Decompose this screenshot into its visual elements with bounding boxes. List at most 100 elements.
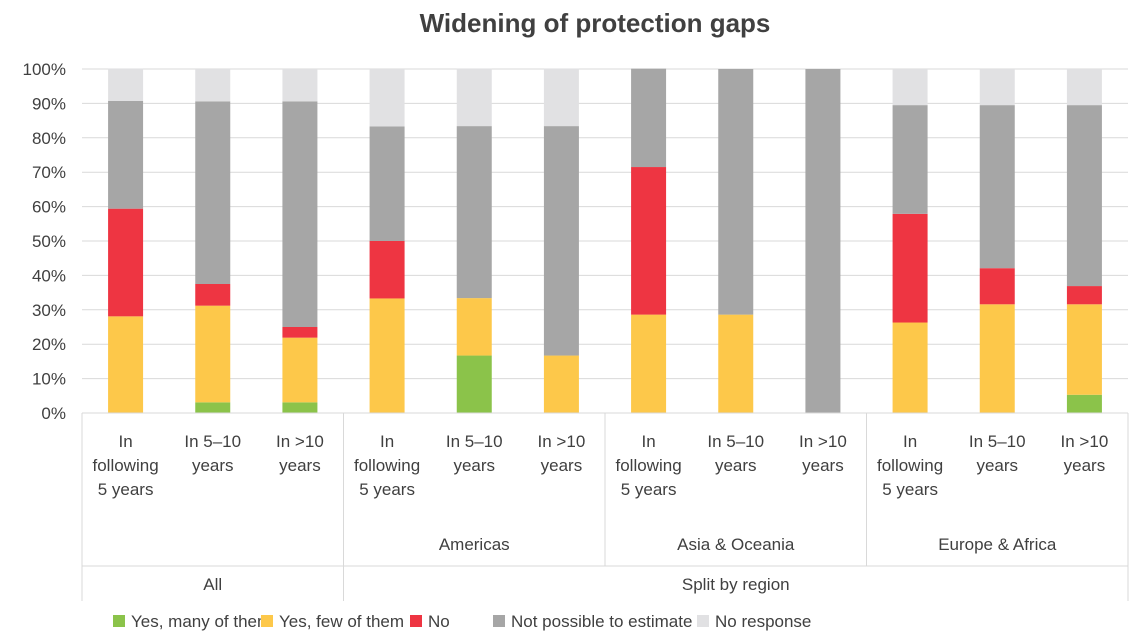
x-tick-label-line: following xyxy=(877,456,943,475)
x-tick-label: In 5–10 years xyxy=(446,432,503,475)
legend-swatch xyxy=(410,615,422,627)
x-tick-label: In 5–10 years xyxy=(969,432,1026,475)
x-tick-label-line: In 5–10 xyxy=(184,432,241,451)
x-tick-label-line: 5 years xyxy=(621,480,677,499)
y-tick-label: 40% xyxy=(32,266,66,285)
bar-segment xyxy=(195,402,231,413)
group-label: Europe & Africa xyxy=(938,535,1057,554)
x-tick-label-line: In 5–10 xyxy=(969,432,1026,451)
x-tick-label-line: years xyxy=(541,456,583,475)
bars xyxy=(108,68,1102,413)
bar-segment xyxy=(1066,69,1102,106)
super-group-label: Split by region xyxy=(682,575,790,594)
bar-segment xyxy=(108,68,144,101)
bar-segment xyxy=(892,213,928,323)
bar-segment xyxy=(718,69,754,315)
bar-segment xyxy=(805,69,841,413)
x-tick-label-line: 5 years xyxy=(359,480,415,499)
bar-segment xyxy=(456,355,492,413)
bar-segment xyxy=(543,126,579,356)
bar-segment xyxy=(892,105,928,214)
group-label: Americas xyxy=(439,535,510,554)
bar-segment xyxy=(1066,286,1102,305)
x-tick-label-line: years xyxy=(715,456,757,475)
y-tick-label: 100% xyxy=(23,60,66,79)
bar-segment xyxy=(456,68,492,127)
x-tick-label-line: years xyxy=(279,456,321,475)
x-tick-label-line: In >10 xyxy=(538,432,586,451)
x-tick-label-line: years xyxy=(192,456,234,475)
y-tick-label: 10% xyxy=(32,370,66,389)
x-tick-label: In 5–10 years xyxy=(184,432,241,475)
bar-segment xyxy=(282,101,318,327)
legend-label: No xyxy=(428,612,450,631)
x-tick-label-line: years xyxy=(976,456,1018,475)
bar-segment xyxy=(108,100,144,209)
y-tick-label: 60% xyxy=(32,198,66,217)
y-tick-label: 50% xyxy=(32,232,66,251)
y-tick-label: 0% xyxy=(41,404,66,423)
bar-segment xyxy=(892,322,928,413)
bar-segment xyxy=(456,298,492,356)
bar-segment xyxy=(369,69,405,127)
x-tick-label-line: In >10 xyxy=(276,432,324,451)
x-tick-label-line: In xyxy=(118,432,132,451)
bar-segment xyxy=(282,327,318,338)
x-tick-label-line: In xyxy=(903,432,917,451)
legend-label: Yes, few of them xyxy=(279,612,404,631)
y-tick-label: 20% xyxy=(32,335,66,354)
legend-swatch xyxy=(113,615,125,627)
x-axis: In following 5 years In 5–10 years In >10 year… xyxy=(81,412,1129,601)
x-tick-label: In >10 years xyxy=(799,432,847,475)
x-tick-label-line: years xyxy=(1064,456,1106,475)
gridlines xyxy=(82,68,1128,414)
legend-label: Yes, many of them xyxy=(131,612,271,631)
x-tick-label: In >10 years xyxy=(1061,432,1109,475)
bar-segment xyxy=(631,68,667,168)
x-tick-label-line: years xyxy=(802,456,844,475)
x-tick-label-line: 5 years xyxy=(882,480,938,499)
group-label: Asia & Oceania xyxy=(677,535,795,554)
y-tick-label: 30% xyxy=(32,301,66,320)
chart-title: Widening of protection gaps xyxy=(420,8,771,38)
bar-segment xyxy=(282,402,318,413)
bar-segment xyxy=(543,68,579,127)
bar-segment xyxy=(456,126,492,299)
x-tick-label-line: In >10 xyxy=(1061,432,1109,451)
x-tick-label-line: In xyxy=(380,432,394,451)
legend-swatch xyxy=(493,615,505,627)
bar-segment xyxy=(282,337,318,403)
bar-segment xyxy=(979,268,1015,305)
bar-segment xyxy=(195,305,231,403)
bar-segment xyxy=(631,314,667,413)
bar-segment xyxy=(1066,105,1102,287)
x-tick-label-line: following xyxy=(616,456,682,475)
bar-segment xyxy=(369,241,405,299)
legend-label: No response xyxy=(715,612,811,631)
bar-segment xyxy=(108,208,144,317)
legend-label: Not possible to estimate xyxy=(511,612,692,631)
bar-segment xyxy=(195,69,231,102)
bar-segment xyxy=(543,355,579,413)
x-tick-label: In following 5 years xyxy=(877,432,943,499)
x-tick-label-line: In xyxy=(641,432,655,451)
bar-segment xyxy=(979,304,1015,413)
x-tick-label-line: 5 years xyxy=(98,480,154,499)
bar-segment xyxy=(631,167,667,315)
x-tick-label-line: In >10 xyxy=(799,432,847,451)
x-tick-label: In following 5 years xyxy=(616,432,682,499)
x-tick-label: In following 5 years xyxy=(354,432,420,499)
super-group-label: All xyxy=(203,575,222,594)
y-axis: 0% 10% 20% 30% 40% 50% 60% 70% 80% 90% 100% xyxy=(23,60,66,423)
bar-segment xyxy=(369,298,405,413)
y-tick-label: 70% xyxy=(32,163,66,182)
bar-segment xyxy=(369,126,405,241)
x-tick-label-line: In 5–10 xyxy=(707,432,764,451)
bar-segment xyxy=(892,69,928,106)
bar-segment xyxy=(1066,304,1102,395)
bar-segment xyxy=(108,316,144,413)
x-tick-label-line: following xyxy=(93,456,159,475)
legend: Yes, many of them Yes, few of them No Not p… xyxy=(113,612,811,631)
x-tick-label-line: following xyxy=(354,456,420,475)
